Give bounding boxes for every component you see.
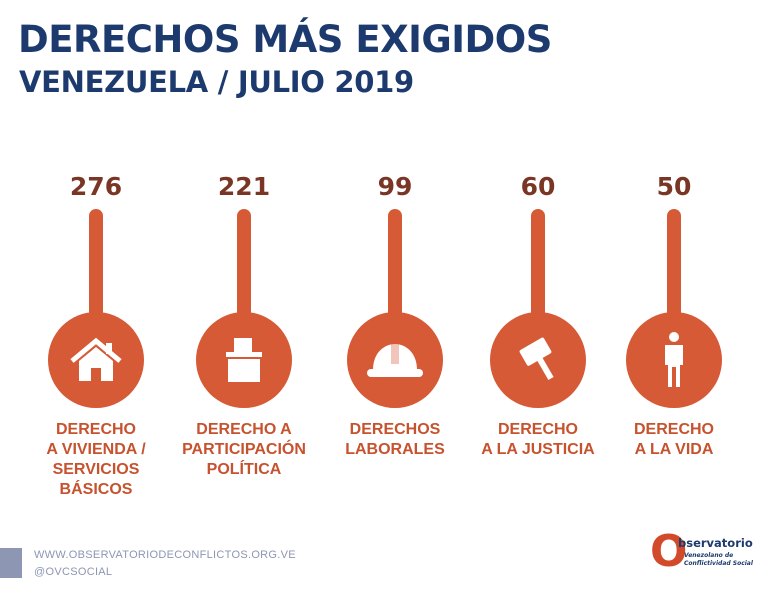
footer-accent [0, 548, 22, 578]
icon-circle [626, 312, 722, 408]
item-value: 60 [520, 172, 556, 201]
item-label: DERECHO A VIVIENDA / SERVICIOS BÁSICOS [46, 421, 146, 498]
logo-letter: O [650, 526, 688, 577]
icon-circle [490, 312, 586, 408]
page-subtitle: VENEZUELA / JULIO 2019 [19, 65, 414, 99]
item-value: 221 [217, 172, 271, 201]
item-value: 99 [377, 172, 413, 201]
logo-subtitle-1: Venezolano de [684, 552, 734, 559]
footer-social: @OVCSOCIAL [34, 566, 113, 578]
icon-circle [347, 312, 443, 408]
item-justicia: 60 DERECHO A LA JUSTICIA [438, 0, 638, 520]
item-value: 276 [69, 172, 123, 201]
gavel-icon [519, 337, 554, 381]
item-label: DERECHO A LA VIDA [633, 421, 714, 458]
item-label: DERECHO A PARTICIPACIÓN POLÍTICA [182, 421, 306, 478]
ovcs-logo: O bservatorio Venezolano de Conflictivid… [650, 530, 760, 580]
logo-title: bservatorio [678, 536, 753, 550]
hard-hat-icon [367, 344, 423, 377]
item-participacion: 221 DERECHO A PARTICIPACIÓN POLÍTICA [144, 0, 344, 520]
house-icon [70, 337, 122, 381]
item-laborales: 99 DERECHOS LABORALES [295, 0, 495, 520]
thermometer-stem [667, 209, 681, 329]
item-vivienda: 276 DERECHO A VIVIENDA / SERVICIOS BÁSIC… [0, 0, 196, 520]
icon-circle [196, 312, 292, 408]
item-value: 50 [656, 172, 692, 201]
thermometer-stem [531, 209, 545, 329]
person-icon [665, 332, 683, 387]
thermometer-stem [237, 209, 251, 329]
thermometer-stem [89, 209, 103, 329]
item-label: DERECHO A LA JUSTICIA [481, 421, 595, 458]
page-title: DERECHOS MÁS EXIGIDOS [18, 18, 552, 61]
ballot-box-icon [226, 338, 262, 382]
logo-subtitle-2: Conflictividad Social [684, 560, 753, 567]
thermometer-stem [388, 209, 402, 329]
item-label: DERECHOS LABORALES [345, 421, 445, 458]
icon-circle [48, 312, 144, 408]
item-vida: 50 DERECHO A LA VIDA [574, 0, 768, 520]
footer-url: WWW.OBSERVATORIODECONFLICTOS.ORG.VE [34, 549, 296, 561]
